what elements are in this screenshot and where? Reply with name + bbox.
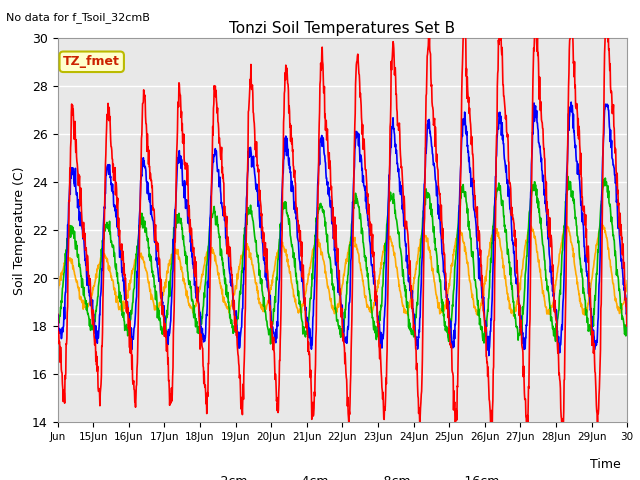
Text: Time: Time — [590, 458, 621, 471]
Y-axis label: Soil Temperature (C): Soil Temperature (C) — [13, 166, 26, 295]
Text: TZ_fmet: TZ_fmet — [63, 55, 120, 68]
Text: No data for f_Tsoil_32cmB: No data for f_Tsoil_32cmB — [6, 12, 150, 23]
Title: Tonzi Soil Temperatures Set B: Tonzi Soil Temperatures Set B — [229, 21, 456, 36]
Legend: -2cm, -4cm, -8cm, -16cm: -2cm, -4cm, -8cm, -16cm — [180, 470, 505, 480]
